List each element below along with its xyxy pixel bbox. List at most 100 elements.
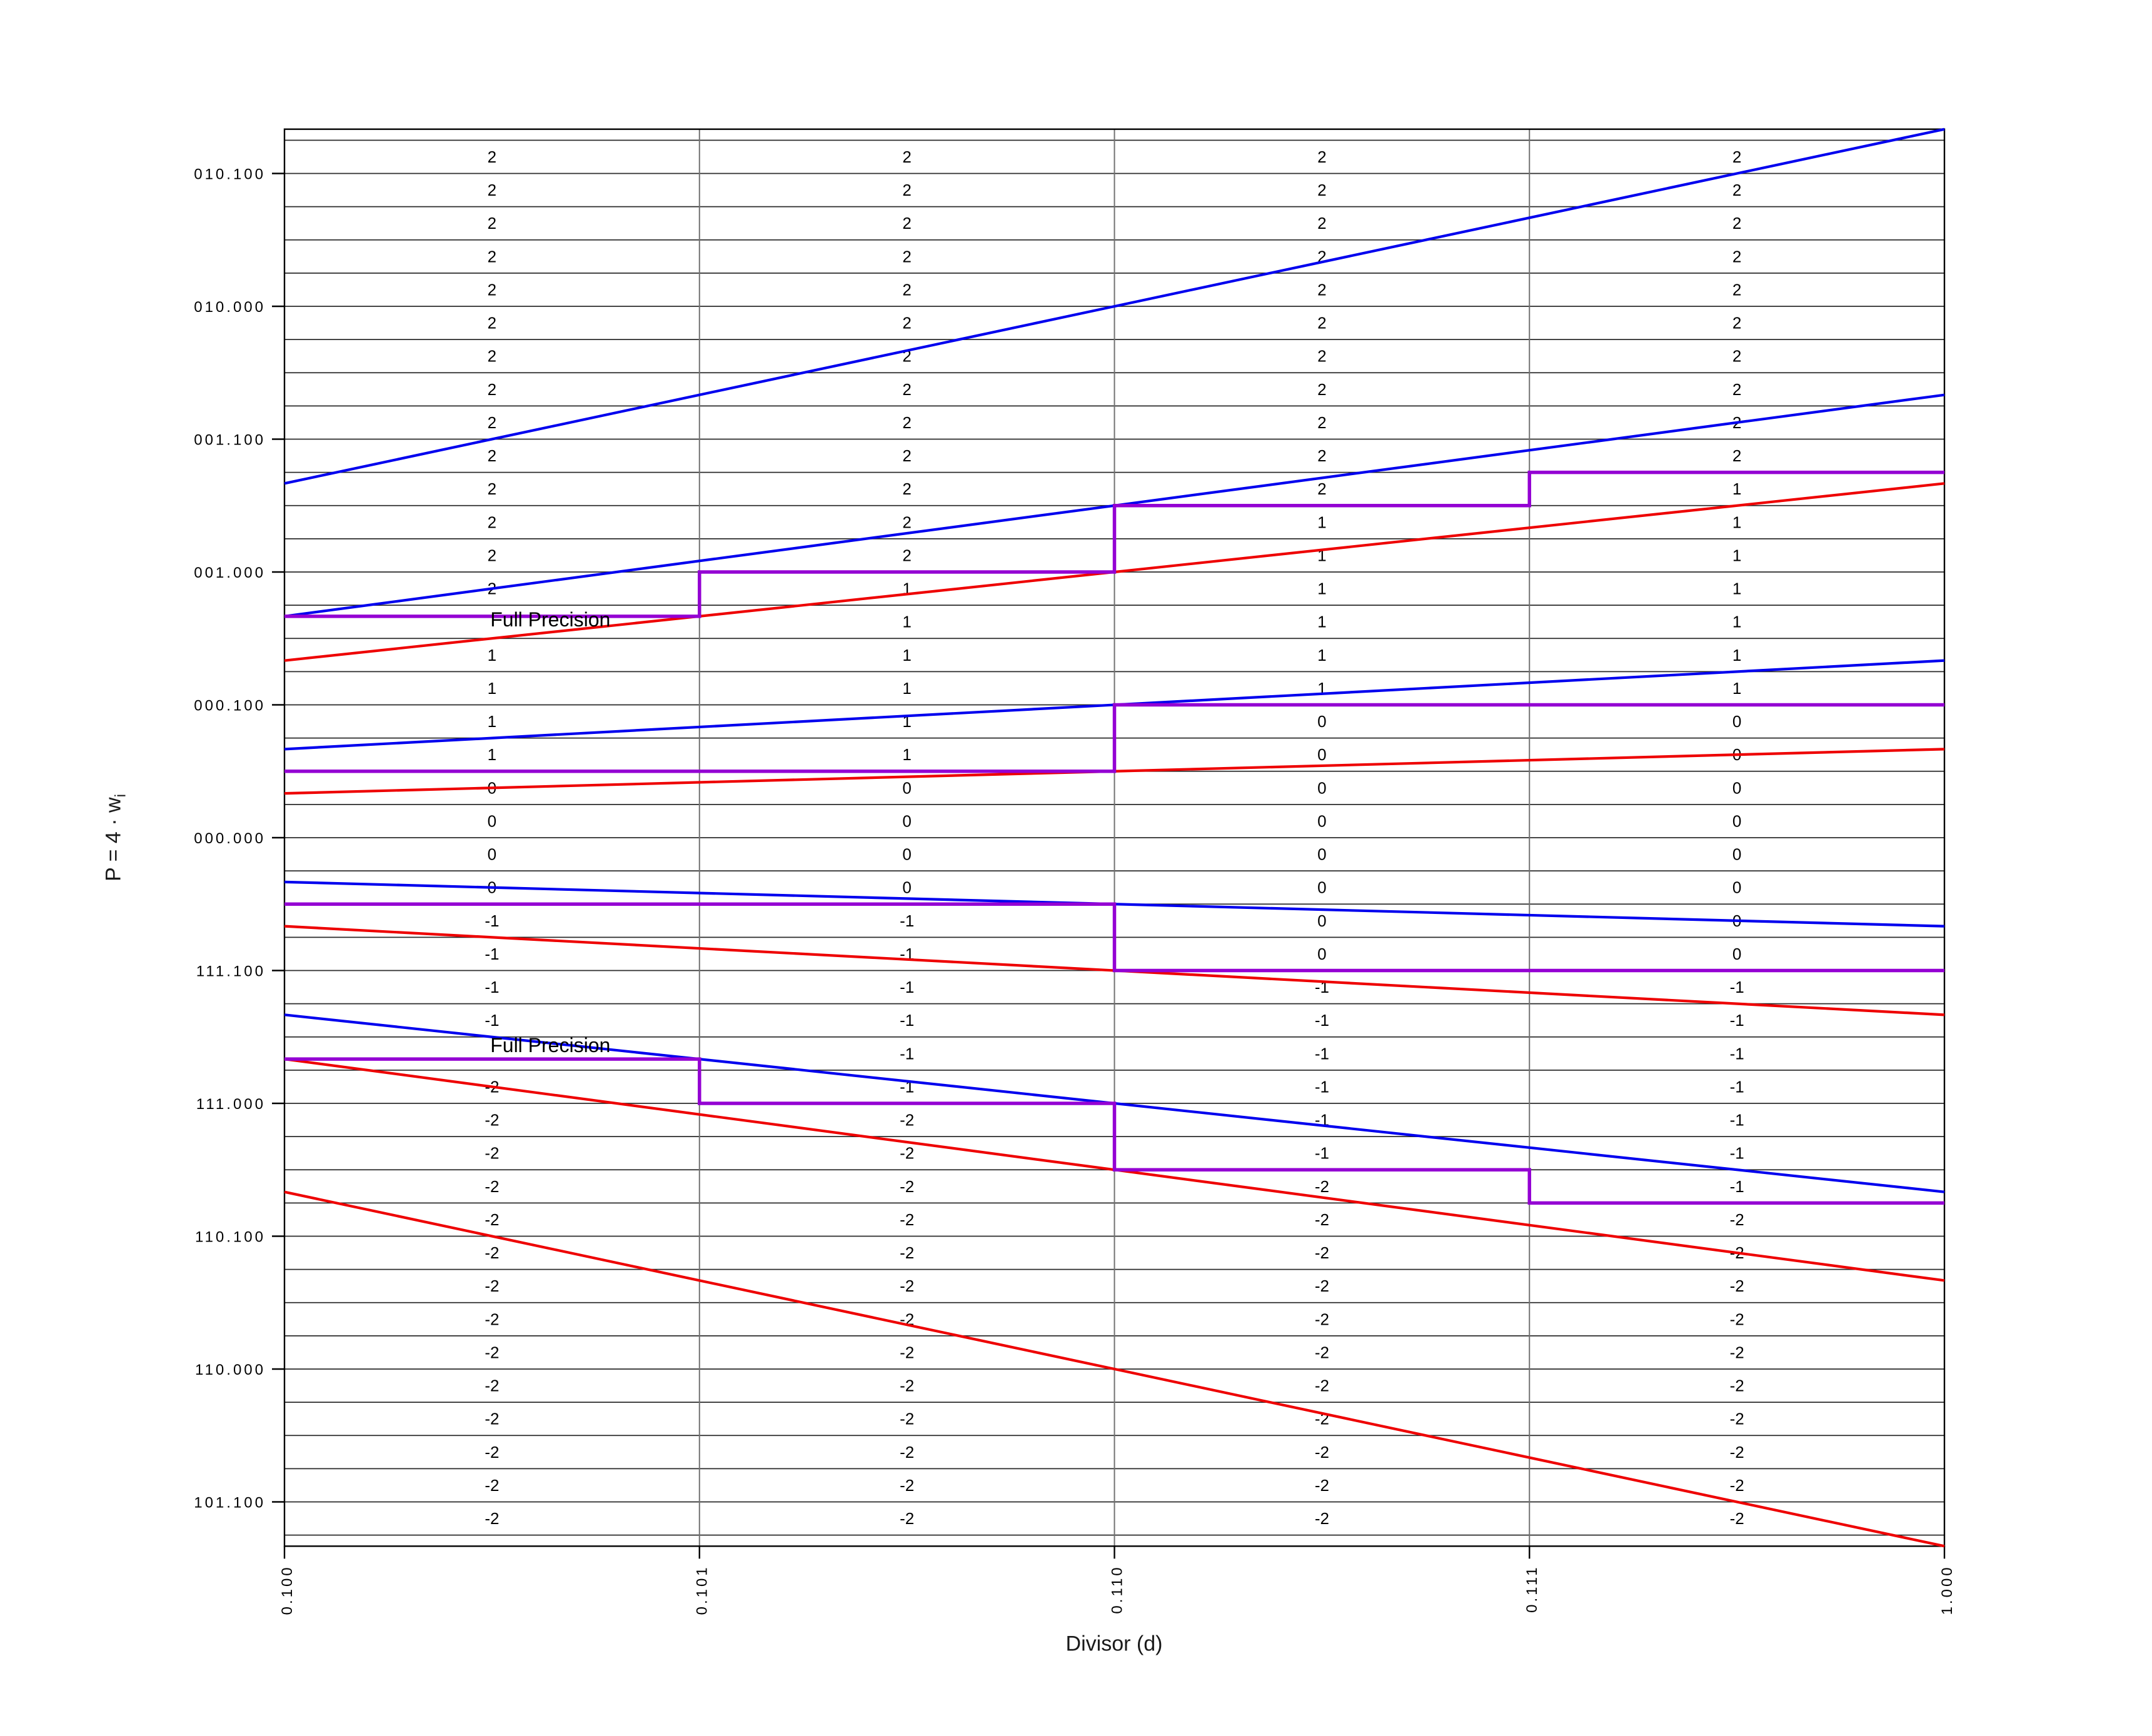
cell-digit-label: 2 [1732, 214, 1741, 233]
y-tick-label: 010.100 [194, 166, 266, 183]
cell-digit-label: -1 [485, 911, 499, 930]
cell-digit-label: 2 [902, 546, 911, 564]
cell-digit-label: -2 [485, 1410, 499, 1428]
y-axis-title-text: P = 4 · w [101, 797, 126, 881]
cell-digit-label: -1 [1730, 1044, 1744, 1063]
cell-digit-label: 2 [1317, 214, 1326, 233]
x-tick-label: 0.110 [1109, 1565, 1126, 1613]
cell-digit-label: -2 [485, 1177, 499, 1196]
cell-digit-label: 1 [1732, 646, 1741, 665]
cell-digit-label: 2 [902, 148, 911, 166]
full-precision-annotation: Full Precision [490, 608, 610, 631]
y-tick-label: 111.000 [196, 1096, 266, 1113]
cell-digit-label: -2 [1730, 1277, 1744, 1295]
cell-digit-label: -2 [1315, 1377, 1329, 1395]
cell-digit-label: 1 [902, 646, 911, 665]
cell-digit-label: 1 [902, 613, 911, 631]
cell-digit-label: -2 [485, 1210, 499, 1229]
cell-digit-label: 0 [1317, 911, 1326, 930]
y-tick-label: 010.000 [194, 299, 266, 316]
cell-digit-label: 2 [1317, 280, 1326, 299]
cell-digit-label: 2 [902, 513, 911, 531]
cell-digit-label: 1 [1317, 513, 1326, 531]
cell-digit-label: -2 [900, 1343, 914, 1362]
cell-digit-label: 1 [1317, 646, 1326, 665]
cell-digit-label: -2 [1730, 1310, 1744, 1328]
cell-digit-label: -2 [900, 1377, 914, 1395]
cell-digit-label: -2 [900, 1509, 914, 1528]
x-tick-label: 0.111 [1524, 1565, 1541, 1613]
upper-bound-line [284, 128, 1945, 485]
cell-digit-label: 2 [902, 247, 911, 266]
cell-digit-label: 1 [488, 745, 496, 764]
cell-digit-label: 2 [1317, 314, 1326, 333]
cell-digit-label: 2 [1732, 148, 1741, 166]
cell-digit-label: -1 [1730, 1111, 1744, 1130]
cell-digit-label: -1 [485, 978, 499, 996]
cell-digit-label: 2 [902, 214, 911, 233]
y-axis-title-subscript: i [112, 794, 129, 798]
y-tick-label: 000.100 [194, 698, 266, 715]
cell-digit-label: 1 [488, 679, 496, 698]
cell-digit-label: 0 [902, 778, 911, 797]
cell-digit-label: 1 [1732, 546, 1741, 564]
cell-digit-label: -2 [485, 1243, 499, 1262]
cell-digit-label: 2 [488, 314, 496, 333]
cell-digit-label: 2 [1732, 181, 1741, 199]
cell-digit-label: -2 [1730, 1509, 1744, 1528]
cell-digit-label: 2 [1317, 446, 1326, 465]
cell-digit-label: 2 [488, 214, 496, 233]
cell-digit-label: -2 [485, 1144, 499, 1163]
cell-digit-label: 0 [1317, 811, 1326, 830]
x-axis-title: Divisor (d) [1065, 1632, 1163, 1656]
y-tick-label: 000.000 [194, 830, 266, 847]
cell-digit-label: 2 [488, 546, 496, 564]
cell-digit-label: 0 [1317, 878, 1326, 897]
cell-digit-label: 2 [902, 413, 911, 432]
cell-digit-label: -1 [1730, 1144, 1744, 1163]
y-tick-label: 001.000 [194, 564, 266, 581]
cell-digit-label: 2 [902, 380, 911, 399]
cell-digit-label: -1 [1315, 1011, 1329, 1030]
full-precision-staircase [284, 703, 1944, 773]
cell-digit-label: -2 [1315, 1210, 1329, 1229]
cell-digit-label: 0 [1317, 745, 1326, 764]
cell-digit-label: -2 [1730, 1476, 1744, 1495]
cell-digit-label: -2 [900, 1277, 914, 1295]
cell-digit-label: 2 [1317, 380, 1326, 399]
full-precision-staircase [284, 1057, 1944, 1205]
cell-digit-label: 2 [488, 446, 496, 465]
cell-digit-label: 1 [902, 745, 911, 764]
cell-digit-label: -1 [1730, 978, 1744, 996]
full-precision-staircase [284, 902, 1944, 973]
cell-digit-label: 2 [902, 280, 911, 299]
cell-digit-label: -2 [1730, 1377, 1744, 1395]
cell-digit-label: -2 [1315, 1177, 1329, 1196]
cell-digit-label: -2 [1315, 1243, 1329, 1262]
cell-digit-label: 2 [1317, 181, 1326, 199]
cell-digit-label: 2 [488, 413, 496, 432]
cell-digit-label: 2 [488, 247, 496, 266]
cell-digit-label: 2 [902, 479, 911, 498]
cell-digit-label: -2 [1730, 1343, 1744, 1362]
cell-digit-label: -2 [1730, 1210, 1744, 1229]
cell-digit-label: 0 [1732, 945, 1741, 963]
y-tick-label: 101.100 [194, 1495, 266, 1512]
cell-digit-label: -1 [1315, 1144, 1329, 1163]
cell-digit-label: -2 [900, 1410, 914, 1428]
cell-digit-label: 2 [488, 148, 496, 166]
cell-digit-label: 2 [1732, 280, 1741, 299]
cell-digit-label: 0 [902, 811, 911, 830]
cell-digit-label: 1 [488, 712, 496, 731]
cell-digit-label: 0 [488, 811, 496, 830]
cell-digit-label: 2 [902, 314, 911, 333]
cell-digit-label: 2 [1732, 380, 1741, 399]
y-tick-label: 110.100 [195, 1229, 266, 1246]
cell-digit-label: -2 [900, 1443, 914, 1462]
cell-digit-label: -2 [1315, 1343, 1329, 1362]
cell-digit-label: -2 [485, 1377, 499, 1395]
cell-digit-label: 1 [1732, 580, 1741, 598]
cell-digit-label: 0 [1732, 811, 1741, 830]
cell-digit-label: 1 [902, 679, 911, 698]
